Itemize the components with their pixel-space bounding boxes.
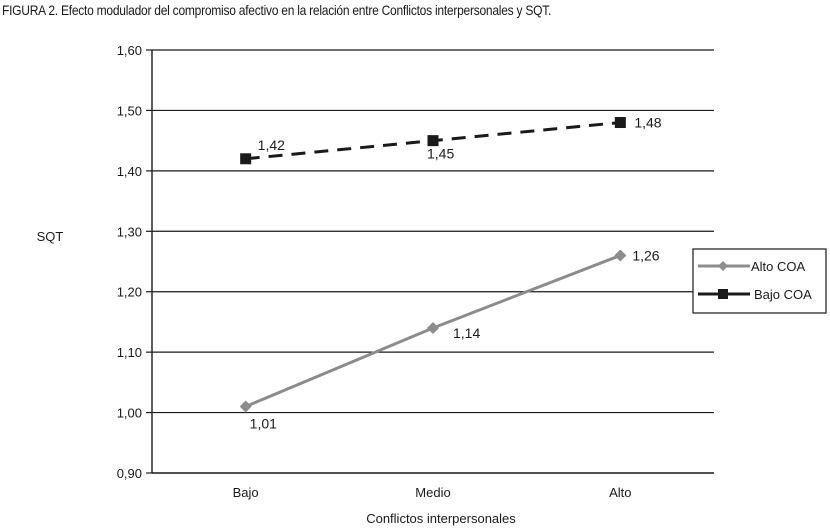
square-marker xyxy=(614,117,626,129)
x-tick-label: Alto xyxy=(609,485,631,500)
legend-label: Alto COA xyxy=(751,259,806,274)
x-axis-label: Conflictos interpersonales xyxy=(366,511,516,526)
legend: Alto COA Bajo COA xyxy=(692,248,827,314)
diamond-marker xyxy=(427,321,439,334)
data-label: 1,42 xyxy=(258,137,285,153)
y-tick-label: 1,10 xyxy=(117,345,142,360)
data-label: 1,45 xyxy=(427,146,454,162)
y-axis-label: SQT xyxy=(37,229,64,244)
legend-square-marker xyxy=(718,289,728,299)
data-label: 1,48 xyxy=(634,115,661,131)
square-marker xyxy=(427,135,439,147)
data-label: 1,14 xyxy=(453,325,480,341)
y-tick-label: 1,60 xyxy=(117,43,142,58)
y-tick-label: 1,50 xyxy=(117,103,142,118)
diamond-marker xyxy=(614,249,627,262)
data-label: 1,01 xyxy=(250,416,277,432)
series-alto-coa: 1,01 1,14 1,26 xyxy=(239,247,660,432)
diamond-marker xyxy=(239,400,252,413)
figure-title: FIGURA 2. Efecto modulador del compromis… xyxy=(2,2,552,18)
legend-diamond-marker xyxy=(718,261,728,271)
x-tick-label: Medio xyxy=(415,485,450,500)
legend-box xyxy=(692,248,827,314)
y-axis-ticks: 0,90 1,00 1,10 1,20 1,30 1,40 1,50 1,60 xyxy=(117,43,152,481)
x-axis-ticks: Bajo Medio Alto xyxy=(233,485,632,500)
gridlines xyxy=(152,49,714,414)
series-group: 1,01 1,14 1,26 1,42 1,45 1,48 xyxy=(239,115,662,432)
data-label: 1,26 xyxy=(632,247,659,263)
y-tick-label: 1,20 xyxy=(117,285,142,300)
x-tick-label: Bajo xyxy=(233,485,259,500)
y-tick-label: 1,00 xyxy=(117,406,142,421)
y-tick-label: 0,90 xyxy=(117,466,142,481)
series-bajo-coa: 1,42 1,45 1,48 xyxy=(240,115,662,165)
legend-label: Bajo COA xyxy=(754,287,812,302)
axes xyxy=(151,50,714,474)
y-tick-label: 1,40 xyxy=(117,164,142,179)
square-marker xyxy=(240,153,252,165)
y-tick-label: 1,30 xyxy=(117,224,142,239)
